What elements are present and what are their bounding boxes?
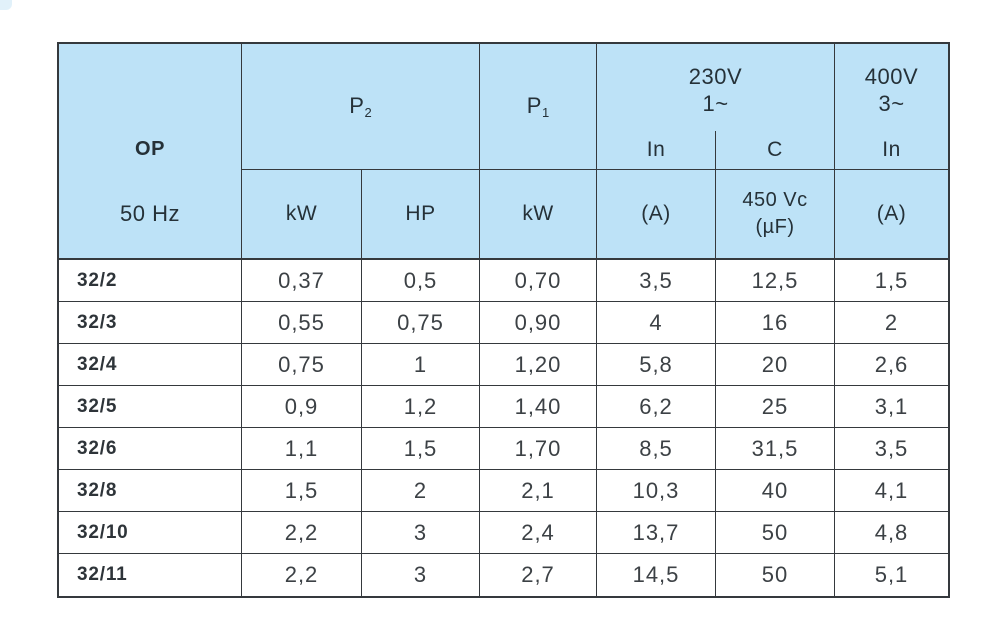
data-cell: 1,5	[242, 470, 362, 512]
data-cell: 10,3	[597, 470, 716, 512]
header-400v-label: 400V 3~	[864, 64, 919, 116]
data-cell: 3	[362, 512, 480, 554]
data-cell: 0,75	[362, 302, 480, 344]
header-230v-in: In	[646, 138, 666, 161]
row-label: 32/2	[59, 260, 242, 302]
header-p1-label: P1	[526, 93, 550, 120]
header-400v-group: 400V 3~ In	[835, 44, 948, 170]
unit-in230-amps: (A)	[597, 170, 716, 260]
data-cell: 5,1	[874, 562, 909, 587]
data-cell: 2,1	[480, 470, 597, 512]
data-cell: 8,5	[597, 428, 716, 470]
header-230v-subcolumns: In C	[597, 131, 834, 169]
row-label: 32/10	[59, 512, 242, 554]
motor-spec-table: OP 50 Hz P2 P1 230V 1~ In C 400V 3~ In k…	[57, 42, 950, 598]
header-400v-in: In	[882, 138, 901, 161]
row-label: 32/11	[59, 554, 242, 596]
data-cell: 40	[716, 470, 835, 512]
data-cell: 31,5	[716, 428, 835, 470]
unit-in400-amps: (A)	[835, 170, 948, 260]
unit-p1-kw: kW	[480, 170, 597, 260]
data-cell: 1,2	[362, 386, 480, 428]
row-label: 32/3	[59, 302, 242, 344]
corner-artifact	[0, 0, 12, 10]
header-p2: P2	[242, 44, 480, 170]
unit-p2-kw: kW	[242, 170, 362, 260]
data-cell: 0,9	[242, 386, 362, 428]
data-cell: 6,2	[597, 386, 716, 428]
data-cell: 25	[716, 386, 835, 428]
header-230v-group: 230V 1~ In C	[597, 44, 835, 170]
header-230v-label: 230V 1~	[688, 64, 743, 116]
data-cell: 3	[362, 554, 480, 596]
data-cell: 3,1	[835, 386, 948, 428]
data-cell: 2,7	[480, 554, 597, 596]
data-cell: 0,37	[242, 260, 362, 302]
unit-p2-hp: HP	[362, 170, 480, 260]
data-cell: 4,1	[835, 470, 948, 512]
unit-capacitor: 450 Vc (µF)	[716, 170, 835, 260]
data-cell: 14,5	[597, 554, 716, 596]
data-cell: 13,7	[597, 512, 716, 554]
data-cell: 0,5	[362, 260, 480, 302]
row-label: 32/8	[59, 470, 242, 512]
row-label: 32/5	[59, 386, 242, 428]
header-model-series: OP	[135, 137, 165, 160]
data-cell: 0,70	[480, 260, 597, 302]
data-cell: 2	[362, 470, 480, 512]
data-cell: 1,5	[362, 428, 480, 470]
data-cell: 16	[716, 302, 835, 344]
data-cell: 0,90	[480, 302, 597, 344]
data-cell: 1,40	[480, 386, 597, 428]
data-cell: 3,5	[597, 260, 716, 302]
data-cell: 0,75	[242, 344, 362, 386]
data-cell: 3,5	[835, 428, 948, 470]
header-230v-c: C	[715, 131, 834, 169]
data-cell: 4,8	[835, 512, 948, 554]
header-p1: P1	[480, 44, 597, 170]
data-cell: 2,4	[480, 512, 597, 554]
header-model-frequency: OP 50 Hz	[59, 44, 242, 260]
data-cell: 5,8	[597, 344, 716, 386]
data-cell: 1,1	[242, 428, 362, 470]
data-cell: 1,70	[480, 428, 597, 470]
data-cell: 1,20	[480, 344, 597, 386]
row-label: 32/6	[59, 428, 242, 470]
data-cell: 12,5	[716, 260, 835, 302]
header-p2-label: P2	[349, 93, 372, 120]
header-frequency: 50 Hz	[120, 200, 180, 226]
data-cell: 1	[362, 344, 480, 386]
data-cell: 0,55	[242, 302, 362, 344]
data-cell: 50	[716, 554, 835, 596]
data-cell: 2,6	[835, 344, 948, 386]
data-cell: 20	[716, 344, 835, 386]
row-label: 32/4	[59, 344, 242, 386]
data-cell: 2,2	[242, 512, 362, 554]
data-cell: 4	[597, 302, 716, 344]
data-cell: 2	[835, 302, 948, 344]
data-cell: 50	[716, 512, 835, 554]
data-cell: 1,5	[835, 260, 948, 302]
data-cell: 2,2	[242, 554, 362, 596]
header-400v-subcolumns: In	[835, 131, 948, 169]
